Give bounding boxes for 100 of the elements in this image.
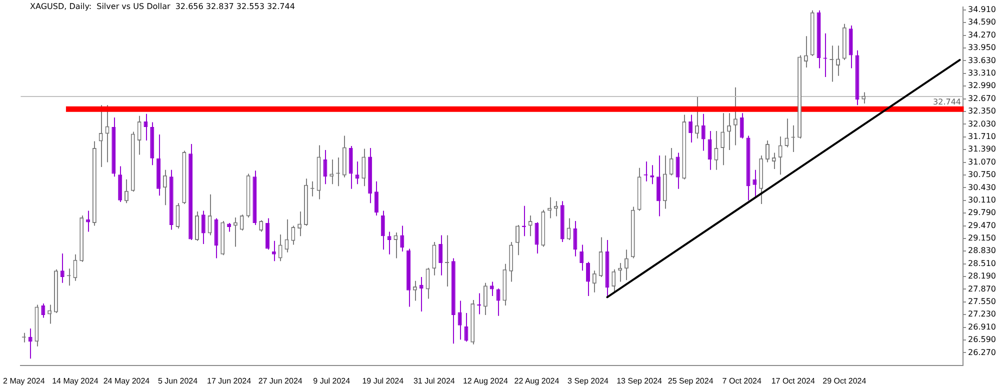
candlestick (624, 249, 628, 281)
y-tick-label: 26.910 (968, 322, 996, 332)
candlestick (490, 281, 494, 296)
candlestick (586, 261, 590, 296)
y-tick-label: 26.590 (968, 335, 996, 344)
candlestick (41, 303, 46, 318)
candlestick (766, 140, 770, 163)
candlestick (516, 224, 520, 256)
x-tick-label: 24 May 2024 (103, 376, 150, 386)
candlestick (137, 115, 142, 156)
candlestick (362, 148, 366, 187)
x-tick-label: 25 Sep 2024 (668, 376, 714, 386)
y-tick-label: 34.910 (968, 5, 996, 14)
candlestick (201, 210, 206, 245)
candlestick (701, 113, 706, 152)
x-tick-label: 19 Jul 2024 (362, 376, 404, 386)
candlestick (862, 92, 866, 104)
candlestick (477, 292, 482, 315)
y-tick-label: 30.430 (968, 182, 996, 192)
candlestick (195, 210, 199, 242)
candlestick (714, 130, 718, 170)
candlestick (740, 112, 744, 139)
x-tick-label: 9 Jul 2024 (313, 376, 351, 386)
candlestick (598, 236, 603, 278)
candlestick (733, 86, 738, 146)
x-tick-label: 29 Oct 2024 (822, 376, 867, 386)
x-tick-label: 3 Sep 2024 (568, 376, 610, 386)
y-tick-label: 27.230 (968, 310, 996, 319)
y-tick-label: 28.830 (968, 246, 996, 256)
candlestick (534, 222, 539, 254)
candlestick (323, 150, 328, 185)
candlestick (298, 210, 302, 237)
candlestick (836, 45, 840, 76)
candlestick (458, 300, 462, 340)
candlestick (612, 268, 616, 293)
candlestick (438, 234, 443, 276)
candlestick (394, 232, 398, 259)
y-tick-label: 31.390 (968, 144, 996, 154)
x-tick-label: 22 Aug 2024 (514, 376, 560, 386)
y-tick-label: 34.270 (968, 30, 996, 40)
candlestick (60, 253, 64, 284)
candlestick (804, 36, 808, 68)
candlestick (208, 194, 212, 236)
candlestick (580, 244, 584, 272)
candlestick (278, 234, 282, 262)
candlestick (240, 214, 244, 232)
candlestick (720, 112, 725, 166)
candlestick (496, 288, 500, 316)
candlestick (483, 282, 488, 316)
candlestick (528, 214, 532, 237)
candlestick (432, 242, 436, 276)
candlestick (348, 146, 353, 190)
y-tick-label: 27.870 (968, 284, 996, 294)
x-tick-label: 13 Sep 2024 (616, 376, 663, 386)
y-tick-label: 29.150 (968, 234, 996, 243)
y-tick-label: 32.670 (968, 94, 996, 103)
candlestick (400, 225, 404, 252)
y-tick-label: 31.710 (968, 132, 996, 141)
candlestick (573, 220, 578, 257)
x-tick-label: 12 Aug 2024 (462, 376, 508, 386)
x-tick-label: 31 Jul 2024 (413, 376, 456, 386)
y-tick-label: 26.270 (968, 348, 996, 357)
y-tick-label: 31.070 (968, 157, 996, 166)
candlestick (566, 218, 571, 241)
x-tick-label: 5 Jun 2024 (158, 376, 198, 386)
y-tick-label: 28.510 (968, 258, 996, 268)
candlestick (176, 202, 180, 230)
y-tick-label: 29.790 (968, 208, 996, 218)
x-tick-label: 17 Oct 2024 (771, 376, 816, 386)
candlestick (291, 225, 296, 246)
y-tick-label: 29.470 (968, 220, 996, 230)
x-tick-label: 7 Oct 2024 (722, 376, 762, 386)
ref-line-label: 32.744 (933, 98, 962, 107)
y-tick-label: 30.750 (968, 170, 996, 180)
candlestick (98, 104, 103, 168)
candlestick (784, 118, 789, 148)
candlestick (380, 210, 385, 250)
candlestick (727, 112, 732, 150)
candlestick (272, 240, 276, 262)
candlestick (144, 113, 148, 141)
candlestick (162, 169, 167, 206)
y-tick-label: 27.550 (968, 297, 996, 306)
candlestick (708, 130, 712, 170)
candlestick (688, 114, 693, 143)
candlestick (592, 270, 596, 293)
x-tick-label: 14 May 2024 (52, 376, 99, 386)
y-tick-label: 30.110 (968, 195, 996, 204)
candlestick (464, 312, 468, 342)
y-tick-label: 32.030 (968, 119, 996, 128)
x-tick-label: 2 May 2024 (3, 376, 46, 386)
candlestick (772, 152, 776, 170)
candlestick (412, 280, 417, 302)
candlestick (28, 328, 32, 360)
candlestick (778, 136, 782, 176)
candlestick (752, 169, 757, 197)
candlestick (695, 96, 699, 139)
y-tick-label: 33.310 (968, 68, 996, 78)
candlestick (374, 180, 378, 216)
candlestick (669, 148, 674, 176)
candlestick (419, 276, 424, 312)
